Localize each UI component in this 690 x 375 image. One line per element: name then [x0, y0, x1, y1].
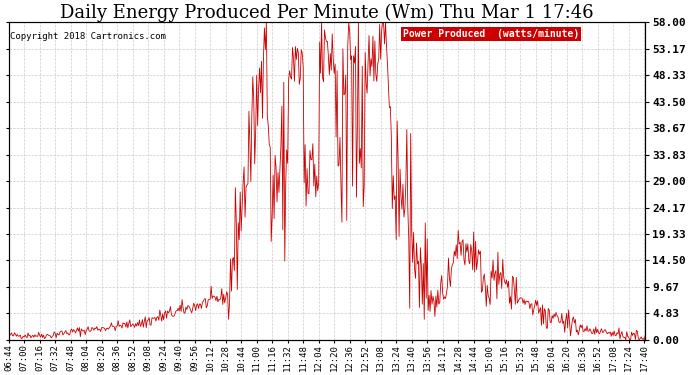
Text: Copyright 2018 Cartronics.com: Copyright 2018 Cartronics.com [10, 32, 166, 41]
Title: Daily Energy Produced Per Minute (Wm) Thu Mar 1 17:46: Daily Energy Produced Per Minute (Wm) Th… [60, 4, 593, 22]
Text: Power Produced  (watts/minute): Power Produced (watts/minute) [403, 29, 580, 39]
